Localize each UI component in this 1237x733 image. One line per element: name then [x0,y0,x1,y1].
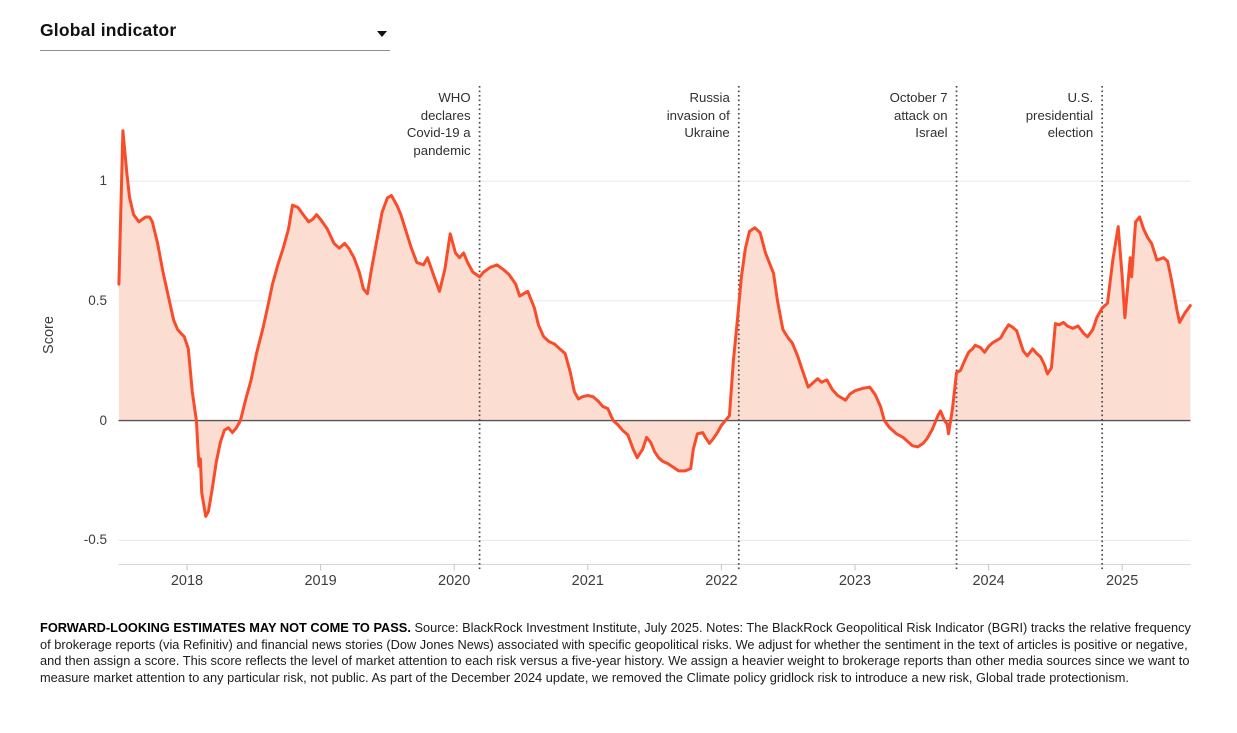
y-tick-label: 1 [99,173,107,189]
event-annotation: U.S. presidential election [1025,90,1094,141]
footnote-source-notes: Source: BlackRock Investment Institute, … [40,620,1191,685]
x-tick-label: 2019 [304,573,337,589]
x-tick-label: 2024 [972,573,1005,589]
bgri-chart [117,86,1192,572]
y-tick-label: 0 [99,412,107,428]
footnote-disclaimer: FORWARD-LOOKING ESTIMATES MAY NOT COME T… [40,620,411,635]
chart-footnote: FORWARD-LOOKING ESTIMATES MAY NOT COME T… [40,620,1200,686]
x-tick-label: 2022 [705,573,738,589]
bgri-area-fill [118,130,1191,517]
x-tick-label: 2021 [571,573,604,589]
indicator-dropdown[interactable]: Global indicator [40,20,390,51]
y-axis-title: Score [41,316,57,354]
x-tick-label: 2020 [438,573,471,589]
y-tick-label: 0.5 [88,292,107,308]
x-tick-label: 2023 [838,573,872,589]
x-tick-label: 2025 [1106,573,1139,589]
event-annotation: WHO declares Covid-19 a pandemic [406,90,471,158]
indicator-dropdown-label: Global indicator [40,20,177,40]
y-tick-label: -0.5 [83,532,107,548]
x-tick-label: 2018 [170,573,204,589]
bgri-line [117,129,1192,518]
event-annotation: Russia invasion of Ukraine [666,90,730,141]
chevron-down-icon [377,31,387,37]
event-annotation: October 7 attack on Israel [889,90,948,141]
